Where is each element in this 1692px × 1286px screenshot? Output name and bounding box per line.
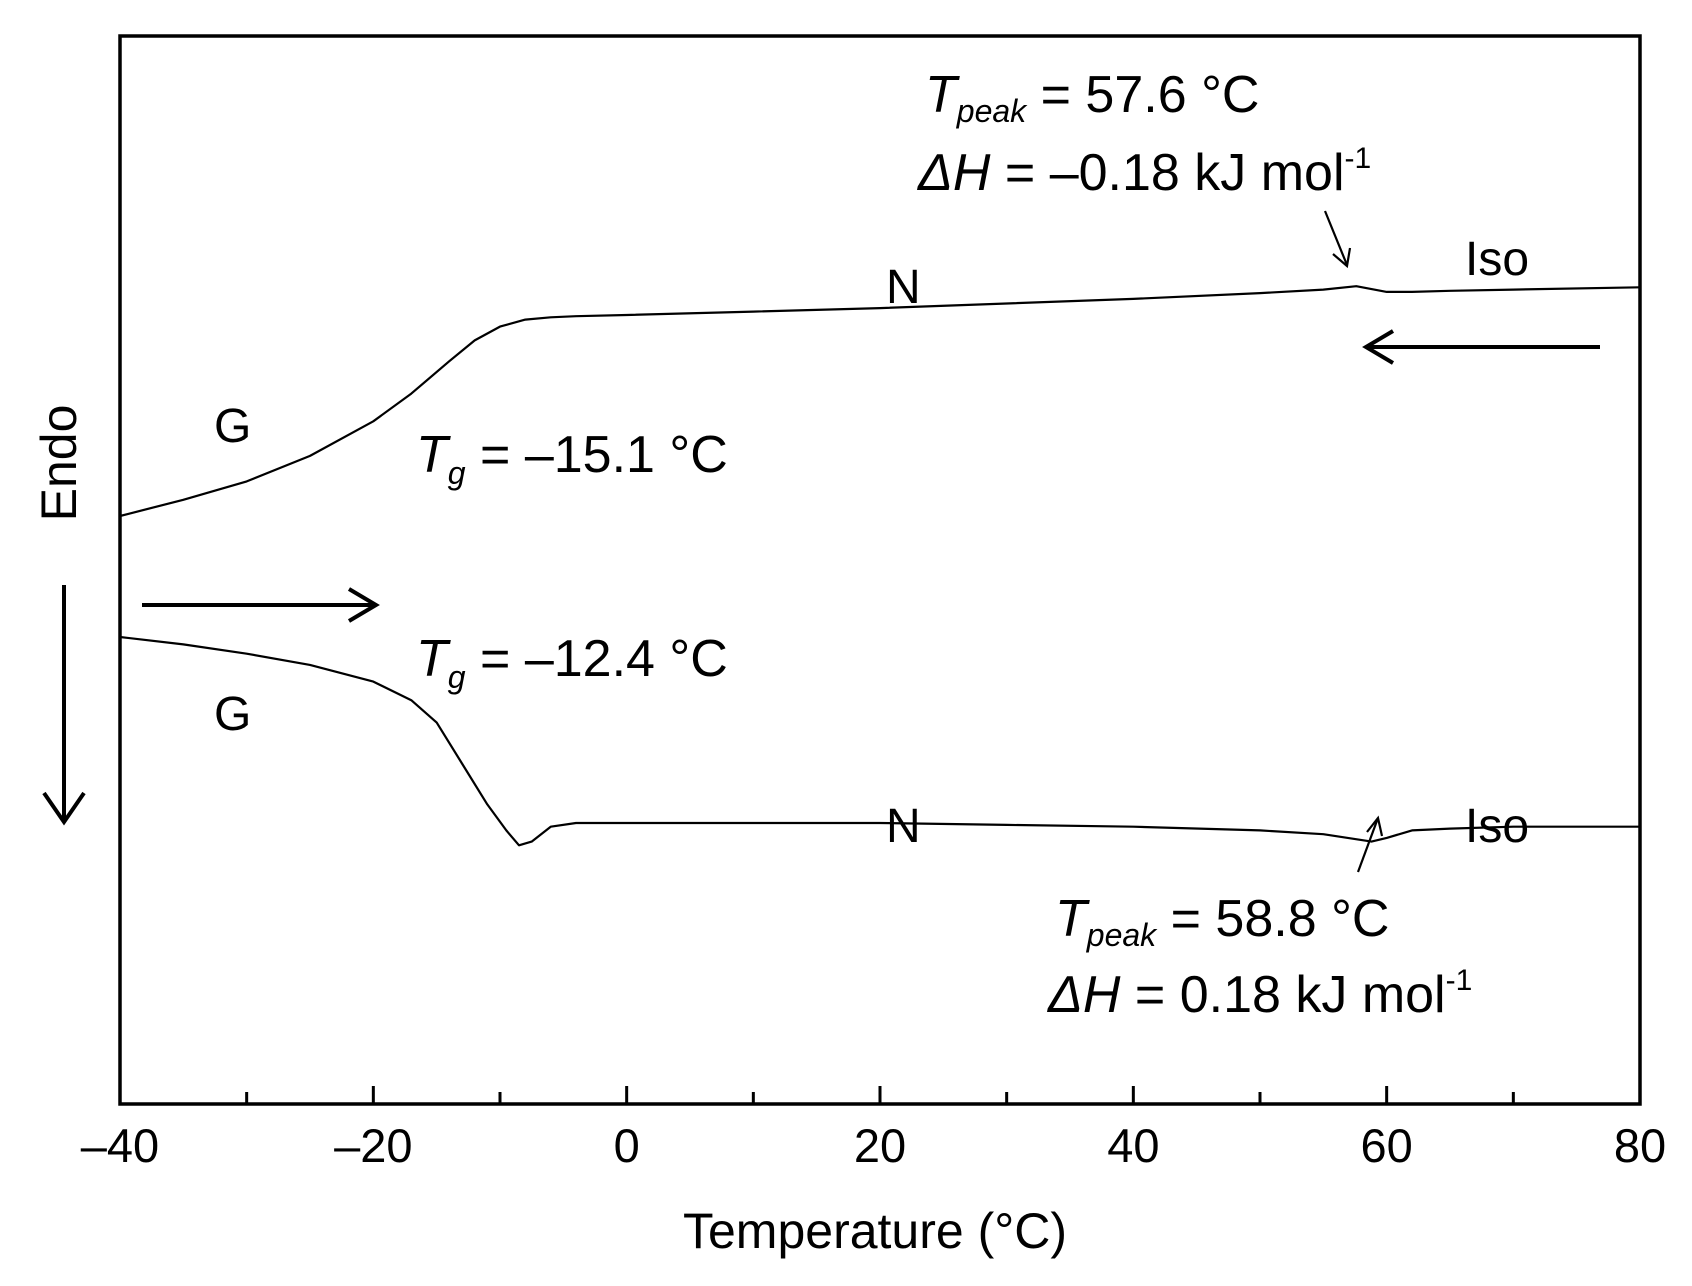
x-axis-ticks [118,1086,1642,1104]
cooling-tpeak-label: Tpeak = 57.6 °C [925,66,1259,129]
x-tick-label: –20 [334,1119,412,1172]
endo-direction-arrow [42,585,86,826]
cooling-direction-arrow [1362,329,1600,365]
heating-phase-glass: G [214,688,251,741]
y-axis-title: Endo [31,405,87,522]
plot-frame [118,34,1642,1106]
cooling-phase-nematic: N [886,261,921,314]
cooling-peak-pointer [1323,210,1352,269]
heating-tg-label: Tg = –12.4 °C [416,630,728,695]
cooling-phase-isotropic: Iso [1465,233,1529,286]
x-tick-label: 80 [1614,1119,1666,1172]
heating-curve [119,635,1640,847]
x-tick-label: 40 [1107,1119,1159,1172]
x-axis-tick-labels: –40 –20 0 20 40 60 80 [81,1119,1666,1172]
heating-direction-arrow [142,587,380,623]
heating-phase-isotropic: Iso [1465,800,1529,853]
heating-enthalpy-label: ΔH = 0.18 kJ mol-1 [1046,964,1472,1024]
cooling-curve [119,285,1641,518]
heating-tpeak-label: Tpeak = 58.8 °C [1055,890,1389,953]
x-tick-label: 20 [854,1119,906,1172]
x-axis-title: Temperature (°C) [683,1203,1067,1259]
heating-peak-pointer [1356,815,1384,873]
cooling-enthalpy-label: ΔH = –0.18 kJ mol-1 [916,142,1371,202]
curves [119,285,1641,847]
cooling-tg-label: Tg = –15.1 °C [416,426,728,491]
x-tick-label: 60 [1361,1119,1413,1172]
cooling-phase-glass: G [214,400,251,453]
heating-phase-nematic: N [886,800,921,853]
x-tick-label: 0 [614,1119,640,1172]
x-tick-label: –40 [81,1119,159,1172]
